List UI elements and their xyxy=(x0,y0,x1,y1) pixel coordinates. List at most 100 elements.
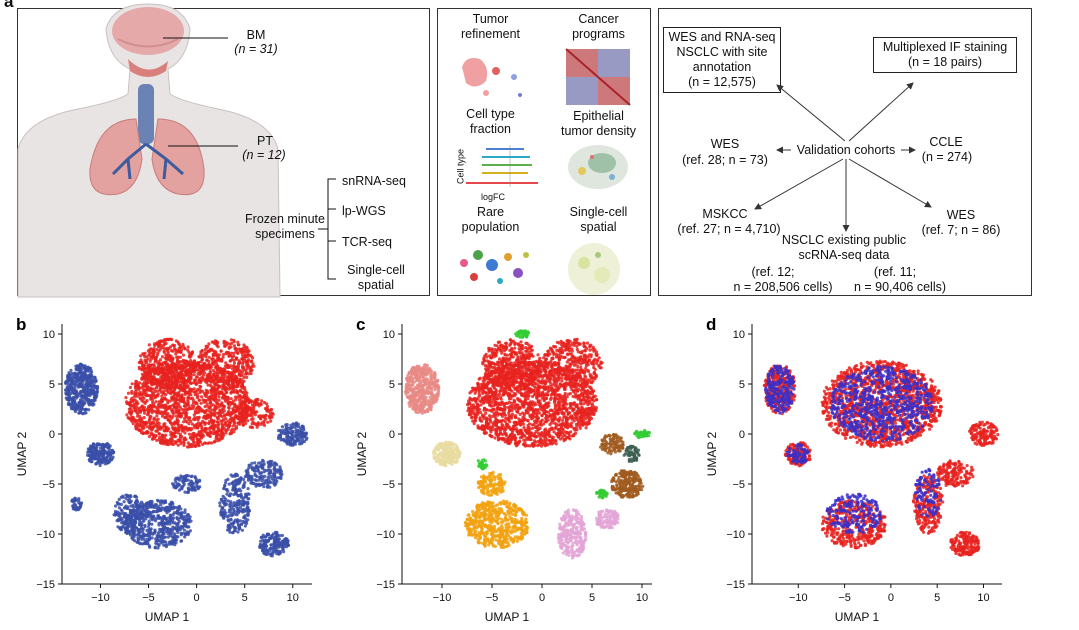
umap-point xyxy=(187,376,191,380)
umap-point xyxy=(168,418,172,422)
umap-point xyxy=(189,519,193,523)
assay-singlecell-1: Single-cell xyxy=(347,263,405,277)
umap-point xyxy=(93,396,97,400)
umap-point xyxy=(185,473,189,478)
umap-point xyxy=(90,376,94,380)
umap-point xyxy=(220,426,224,430)
umap-point xyxy=(215,431,219,435)
umap-point xyxy=(166,370,170,374)
umap-point xyxy=(135,405,139,409)
umap-point xyxy=(215,373,219,377)
panel-a-box: BM (n = 31) PT (n = 12) Frozen minute sp… xyxy=(17,3,430,298)
umap-point xyxy=(205,408,209,412)
umap-point xyxy=(241,351,245,355)
umap-point xyxy=(133,529,137,533)
umap-point xyxy=(158,500,163,504)
umap-point xyxy=(224,478,228,483)
umap-point xyxy=(174,441,178,445)
umap-point xyxy=(73,409,77,414)
umap-point xyxy=(227,482,231,486)
umap-point xyxy=(246,501,250,506)
umap-point xyxy=(159,411,163,416)
umap-point xyxy=(94,379,98,383)
umap-point xyxy=(208,370,212,374)
umap-point xyxy=(254,479,258,483)
umap-point xyxy=(133,539,137,543)
umap-point xyxy=(94,462,98,466)
umap-point xyxy=(190,426,194,431)
umap-point xyxy=(250,476,254,480)
umap-point xyxy=(89,454,93,459)
umap-point xyxy=(269,546,273,550)
wes-rna-line1: WES and RNA-seq xyxy=(668,30,776,44)
umap-point xyxy=(137,530,141,534)
umap-point xyxy=(107,449,111,454)
umap-point xyxy=(75,365,79,369)
umap-point xyxy=(169,392,173,396)
umap-point xyxy=(136,537,140,541)
umap-point xyxy=(304,431,309,435)
umap-point xyxy=(77,411,81,415)
umap-point xyxy=(217,414,222,418)
y-axis-title: UMAP 2 xyxy=(15,431,29,476)
umap-point xyxy=(68,373,72,377)
umap-point xyxy=(186,513,190,517)
umap-point xyxy=(237,411,241,416)
umap-point xyxy=(251,356,255,360)
umap-point xyxy=(278,465,282,469)
umap-point xyxy=(124,522,128,526)
umap-point xyxy=(175,414,179,418)
ref11-2: n = 90,406 cells) xyxy=(853,280,947,294)
umap-point xyxy=(86,384,90,388)
umap-point xyxy=(186,408,190,412)
umap-point xyxy=(135,504,139,508)
umap-point xyxy=(258,483,262,488)
umap-point xyxy=(235,379,239,383)
umap-point xyxy=(215,370,220,374)
umap-point xyxy=(233,474,237,478)
umap-point xyxy=(260,544,265,549)
umap-point xyxy=(78,363,82,367)
umap-point xyxy=(147,519,151,523)
umap-point xyxy=(161,391,165,395)
umap-point xyxy=(150,503,154,507)
umap-point xyxy=(247,365,252,369)
umap-point xyxy=(179,511,183,515)
umap-point xyxy=(148,426,152,431)
umap-point xyxy=(142,396,146,400)
umap-point xyxy=(180,485,184,489)
umap-point xyxy=(86,366,90,370)
umap-point xyxy=(199,370,203,374)
umap-point xyxy=(146,364,150,368)
umap-point xyxy=(184,478,188,483)
umap-point xyxy=(164,382,168,386)
umap-point xyxy=(241,395,245,399)
umap-point xyxy=(193,443,197,447)
umap-point xyxy=(197,405,201,409)
umap-point xyxy=(96,451,100,455)
umap-point xyxy=(177,482,181,486)
umap-point xyxy=(146,349,150,353)
umap-point xyxy=(196,421,200,425)
umap-point xyxy=(285,434,289,438)
umap-point xyxy=(260,479,264,483)
umap-point xyxy=(168,399,172,403)
umap-point xyxy=(238,509,242,513)
umap-point xyxy=(228,432,232,436)
umap-point xyxy=(205,427,209,431)
umap-point xyxy=(218,504,222,508)
umap-point xyxy=(236,340,240,344)
umap-point xyxy=(92,451,96,455)
umap-point xyxy=(201,442,205,446)
umap-point xyxy=(114,504,118,508)
umap-point xyxy=(199,352,203,357)
umap-point xyxy=(130,415,134,419)
umap-point xyxy=(163,397,167,401)
validation-center: Validation cohorts xyxy=(796,143,896,157)
umap-point xyxy=(157,530,162,534)
umap-point xyxy=(267,468,271,472)
umap-point xyxy=(253,413,257,417)
multiplex-line2: (n = 18 pairs) xyxy=(908,55,982,69)
umap-point xyxy=(151,400,155,404)
